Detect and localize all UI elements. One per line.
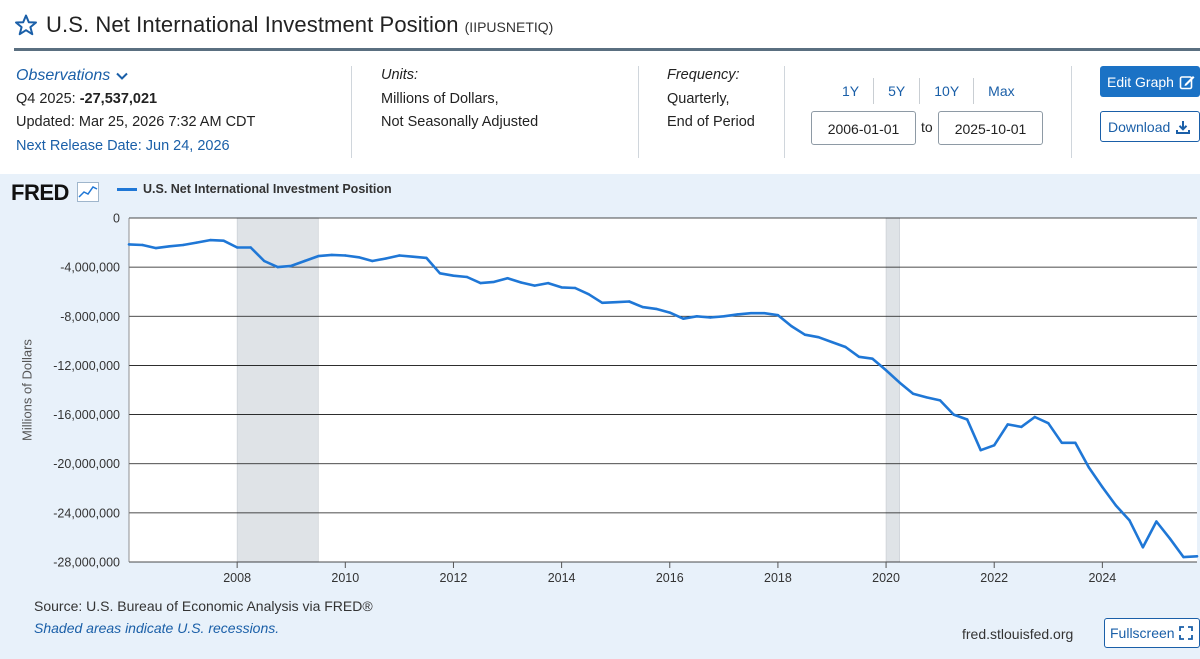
observations-toggle[interactable]: Observations bbox=[16, 64, 255, 88]
date-to-label: to bbox=[921, 119, 933, 135]
divider bbox=[638, 66, 639, 158]
units-line2: Not Seasonally Adjusted bbox=[381, 114, 539, 130]
title-divider bbox=[14, 48, 1200, 51]
fred-logo: FRED bbox=[11, 180, 99, 206]
next-release-link[interactable]: Next Release Date: Jun 24, 2026 bbox=[16, 137, 230, 154]
units-line1: Millions of Dollars, bbox=[381, 90, 499, 107]
chart-legend: U.S. Net International Investment Positi… bbox=[117, 182, 392, 196]
fullscreen-icon bbox=[1178, 626, 1193, 640]
frequency-panel: Frequency: Quarterly, End of Period bbox=[667, 64, 755, 135]
series-id: (IIPUSNETIQ) bbox=[464, 19, 554, 35]
download-label: Download bbox=[1108, 118, 1171, 135]
units-panel: Units: Millions of Dollars, Not Seasonal… bbox=[381, 64, 538, 135]
range-max-button[interactable]: Max bbox=[988, 83, 1015, 99]
frequency-heading: Frequency: bbox=[667, 67, 740, 83]
latest-value: -27,537,021 bbox=[79, 90, 158, 107]
site-url: fred.stlouisfed.org bbox=[962, 626, 1074, 642]
range-separator bbox=[919, 78, 921, 104]
divider bbox=[1071, 66, 1072, 158]
legend-swatch bbox=[117, 187, 137, 191]
range-1y-button[interactable]: 1Y bbox=[842, 83, 860, 99]
units-heading: Units: bbox=[381, 67, 419, 83]
updated-text: Updated: Mar 25, 2026 7:32 AM CDT bbox=[16, 114, 256, 130]
observations-panel: Observations Q4 2025: -27,537,021 Update… bbox=[16, 64, 255, 158]
range-5y-button[interactable]: 5Y bbox=[888, 83, 906, 99]
edit-graph-label: Edit Graph bbox=[1107, 73, 1174, 90]
range-separator bbox=[873, 78, 875, 104]
start-date-input[interactable]: 2006-01-01 bbox=[811, 111, 916, 145]
end-date-input[interactable]: 2025-10-01 bbox=[938, 111, 1043, 145]
range-separator bbox=[973, 78, 975, 104]
range-10y-button[interactable]: 10Y bbox=[934, 83, 960, 99]
edit-graph-button[interactable]: Edit Graph bbox=[1100, 66, 1200, 97]
observations-heading: Observations bbox=[16, 67, 111, 84]
title-row: U.S. Net International Investment Positi… bbox=[14, 12, 553, 38]
recession-note: Shaded areas indicate U.S. recessions. bbox=[34, 620, 280, 636]
chart-line-icon bbox=[76, 182, 99, 202]
legend-label: U.S. Net International Investment Positi… bbox=[143, 182, 392, 196]
fullscreen-label: Fullscreen bbox=[1110, 625, 1175, 641]
chart-panel bbox=[0, 174, 1200, 659]
range-buttons: 1Y 5Y 10Y Max bbox=[828, 78, 1029, 104]
frequency-line1: Quarterly, bbox=[667, 90, 730, 107]
latest-label: Q4 2025: bbox=[16, 90, 76, 107]
source-text: Source: U.S. Bureau of Economic Analysis… bbox=[34, 598, 373, 614]
y-axis-label: Millions of Dollars bbox=[19, 339, 35, 441]
download-button[interactable]: Download bbox=[1100, 111, 1200, 142]
frequency-line2: End of Period bbox=[667, 114, 755, 130]
latest-observation: Q4 2025: -27,537,021 bbox=[16, 88, 255, 112]
download-icon bbox=[1176, 120, 1191, 134]
chevron-down-icon bbox=[116, 72, 128, 80]
fullscreen-button[interactable]: Fullscreen bbox=[1104, 618, 1200, 648]
divider bbox=[784, 66, 785, 158]
fred-logo-text: FRED bbox=[11, 180, 69, 205]
page-title: U.S. Net International Investment Positi… bbox=[46, 12, 459, 37]
divider bbox=[351, 66, 352, 158]
star-icon[interactable] bbox=[14, 13, 38, 37]
edit-icon bbox=[1179, 75, 1195, 89]
